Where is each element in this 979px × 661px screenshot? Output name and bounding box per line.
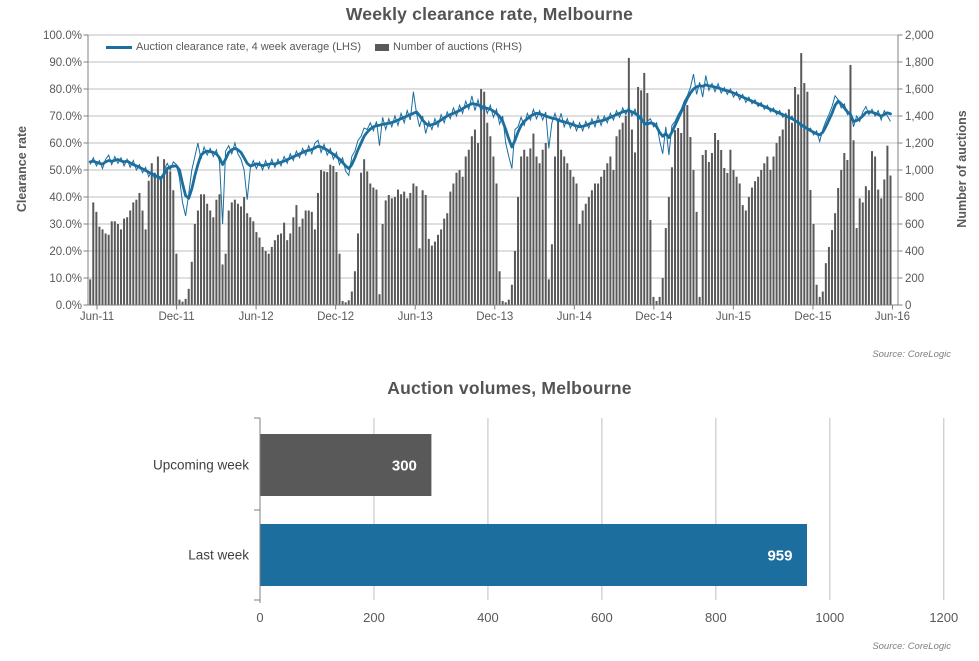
axes: [254, 417, 261, 603]
x-tick-label: Dec-15: [794, 311, 831, 323]
legend-label-auctions: Number of auctions (RHS): [393, 41, 523, 53]
category-label: Upcoming week: [153, 458, 249, 473]
x-tick-label: Dec-12: [317, 311, 354, 323]
x-tick-label: 1000: [815, 610, 844, 625]
x-tick-label: Dec-11: [158, 311, 194, 323]
clearance-rate-chart: 100.0% 2,000 90.0% 1,800 80.0% 1,600 70.0% 1,40…: [43, 30, 934, 323]
left-tick-label: 50.0%: [49, 165, 82, 177]
right-tick-label: 800: [905, 192, 924, 204]
category-label: Last week: [188, 548, 249, 563]
x-tick-label: 600: [591, 610, 613, 625]
right-axis-title: Number of auctions: [955, 110, 969, 228]
left-tick-label: 0.0%: [56, 300, 82, 312]
bottom-chart-title: Auction volumes, Melbourne: [387, 378, 632, 398]
bottom-chart-source: Source: CoreLogic: [872, 641, 951, 652]
right-tick-label: 0: [905, 300, 911, 312]
axes: [83, 34, 903, 310]
x-tick-label: Jun-12: [239, 311, 274, 323]
x-tick-label: Jun-15: [716, 311, 751, 323]
top-chart-source: Source: CoreLogic: [872, 349, 951, 360]
line-swatch-icon: [106, 45, 132, 49]
left-tick-label: 80.0%: [49, 84, 82, 96]
left-axis-title: Clearance rate: [15, 125, 29, 213]
bar-swatch-icon: [375, 43, 390, 51]
x-tick-label: 0: [256, 610, 263, 625]
left-tick-label: 40.0%: [49, 192, 82, 204]
left-tick-label: 70.0%: [49, 111, 82, 123]
volume-bars: [260, 434, 807, 586]
left-tick-label: 30.0%: [49, 219, 82, 231]
left-tick-label: 20.0%: [49, 246, 82, 258]
x-tick-label: Jun-14: [557, 311, 593, 323]
left-tick-label: 90.0%: [49, 57, 82, 69]
labels: 0 200 400 600 800 1000 1200 300 Upcoming week 959…: [153, 458, 958, 626]
bar-value-label: 300: [392, 458, 417, 475]
volume-bar: [260, 434, 432, 496]
x-tick-label: Jun-13: [398, 311, 433, 323]
bar-value-label: 959: [767, 548, 792, 565]
top-chart-legend: Auction clearance rate, 4 week average (…: [106, 41, 522, 53]
clearance-4wk-avg-line: [88, 83, 892, 200]
x-tick-label: 1200: [929, 610, 958, 625]
right-tick-label: 1,000: [905, 165, 934, 177]
top-chart-title: Weekly clearance rate, Melbourne: [345, 4, 634, 24]
left-tick-label: 100.0%: [43, 30, 82, 42]
right-tick-label: 1,200: [905, 138, 934, 150]
legend-label-clearance: Auction clearance rate, 4 week average (…: [136, 41, 362, 53]
x-tick-label: Dec-13: [476, 311, 513, 323]
axis-tick-labels: 100.0% 2,000 90.0% 1,800 80.0% 1,600 70.0% 1,40…: [43, 30, 934, 323]
right-tick-label: 2,000: [905, 30, 934, 42]
x-tick-label: 800: [705, 610, 727, 625]
x-tick-label: Jun-11: [80, 311, 114, 323]
right-tick-label: 400: [905, 246, 924, 258]
right-tick-label: 200: [905, 273, 924, 285]
left-tick-label: 10.0%: [49, 273, 82, 285]
clearance-lines: [88, 73, 892, 225]
x-tick-label: Dec-14: [635, 311, 673, 323]
auctions-bars: [89, 53, 892, 306]
left-tick-label: 60.0%: [49, 138, 82, 150]
x-tick-label: Jun-16: [875, 311, 910, 323]
right-tick-label: 1,600: [905, 84, 934, 96]
right-tick-label: 600: [905, 219, 924, 231]
x-tick-label: 400: [477, 610, 499, 625]
legend-item-clearance-line: Auction clearance rate, 4 week average (…: [106, 41, 361, 53]
volume-bar: [260, 524, 807, 586]
auction-volumes-chart: 0 200 400 600 800 1000 1200 300 Upcoming week 959…: [153, 417, 958, 626]
legend-item-auctions-bar: Number of auctions (RHS): [375, 41, 522, 53]
right-tick-label: 1,400: [905, 111, 934, 123]
right-tick-label: 1,800: [905, 57, 934, 69]
x-tick-label: 200: [363, 610, 385, 625]
